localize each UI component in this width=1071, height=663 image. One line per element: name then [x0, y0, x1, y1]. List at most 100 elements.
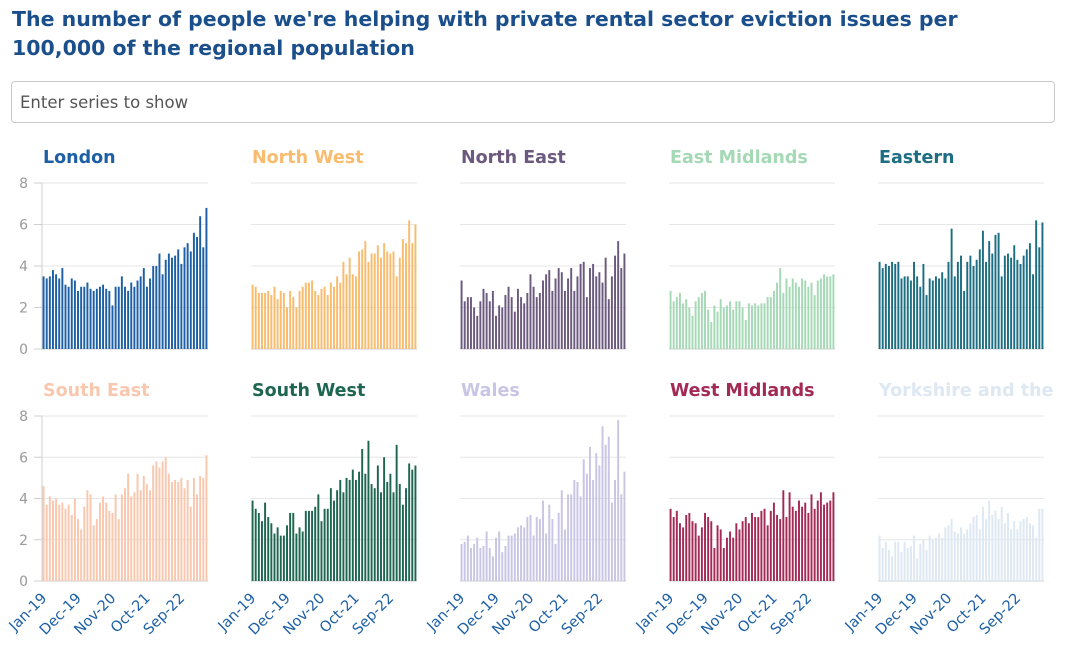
bar: [64, 284, 67, 349]
bar: [669, 508, 672, 581]
series-search-input[interactable]: [11, 81, 1055, 123]
bar: [177, 249, 180, 349]
bar: [348, 479, 351, 581]
bar: [791, 506, 794, 581]
bar: [292, 512, 295, 581]
panel-title: Wales: [461, 381, 520, 401]
bar: [370, 253, 373, 349]
bar: [199, 216, 202, 349]
bar: [354, 479, 357, 581]
bar: [744, 517, 747, 581]
bar: [542, 280, 544, 349]
bar: [925, 550, 928, 581]
bar: [260, 521, 263, 581]
bar: [482, 545, 485, 581]
bar: [158, 253, 161, 349]
bar: [1035, 537, 1038, 581]
bar: [295, 533, 298, 581]
bar: [89, 288, 92, 349]
bar: [105, 288, 108, 349]
bar: [1028, 523, 1031, 581]
bar: [145, 286, 148, 349]
bar: [975, 259, 978, 349]
bar: [804, 280, 807, 349]
bar: [411, 243, 414, 349]
bar: [922, 539, 925, 581]
bar: [538, 292, 541, 349]
bar: [897, 541, 900, 581]
bar: [136, 280, 139, 349]
bar: [614, 479, 617, 581]
bar: [282, 535, 285, 581]
bar: [607, 299, 610, 349]
bar: [180, 477, 183, 581]
page-title: The number of people we're helping with …: [12, 7, 958, 60]
bar: [358, 471, 361, 581]
bar: [785, 278, 788, 349]
bar: [682, 527, 685, 581]
bar: [164, 259, 167, 349]
bar: [997, 519, 1000, 581]
bar: [589, 446, 591, 581]
bar: [894, 263, 897, 349]
bar: [617, 241, 620, 349]
bar: [757, 305, 760, 349]
bar: [563, 529, 566, 581]
bar: [507, 535, 510, 581]
panel-west-midlands: West MidlandsJan-19Dec-19Nov-20Oct-21Sep…: [633, 381, 835, 638]
bar: [675, 510, 678, 581]
bar: [614, 255, 617, 349]
bar: [67, 286, 70, 349]
panel-south-east: South East02468Jan-19Dec-19Nov-20Oct-21S…: [6, 381, 208, 638]
bar: [282, 292, 285, 349]
bar: [342, 492, 345, 581]
bar: [1013, 245, 1016, 349]
bar: [997, 232, 1000, 349]
bar: [345, 477, 348, 581]
bar: [158, 467, 161, 581]
bar: [491, 290, 494, 349]
bar: [589, 268, 591, 349]
bar: [1028, 243, 1031, 349]
bar: [985, 519, 988, 581]
bar: [320, 521, 323, 581]
bar: [956, 261, 959, 349]
bar: [991, 515, 994, 581]
bar: [713, 305, 716, 349]
bar: [139, 276, 142, 349]
bar: [691, 521, 694, 581]
y-tick-label: 6: [19, 218, 28, 234]
bar: [401, 504, 404, 581]
bar: [130, 496, 133, 581]
bar: [725, 305, 728, 349]
bar: [909, 545, 912, 581]
bar: [532, 535, 535, 581]
bar: [922, 263, 925, 349]
bar: [716, 525, 719, 581]
bar: [604, 444, 607, 581]
bar: [598, 272, 601, 349]
bar: [523, 303, 526, 349]
bar: [819, 492, 822, 581]
bar: [884, 263, 887, 349]
bar: [361, 249, 364, 349]
bar: [1019, 263, 1022, 349]
bar: [1035, 220, 1038, 349]
bar: [317, 295, 320, 349]
bar: [1041, 222, 1044, 349]
bar: [557, 512, 560, 581]
bar: [149, 490, 152, 581]
bar: [466, 297, 469, 349]
bar: [167, 473, 170, 581]
panel-title: Yorkshire and the Humber: [878, 381, 1071, 401]
bar: [251, 284, 254, 349]
bar: [732, 537, 735, 581]
bar: [570, 268, 573, 349]
bar: [944, 527, 947, 581]
bar: [329, 282, 332, 349]
bar: [411, 469, 414, 581]
bar: [314, 290, 317, 349]
bar: [903, 276, 906, 349]
bar: [909, 280, 912, 349]
bar: [554, 543, 557, 581]
